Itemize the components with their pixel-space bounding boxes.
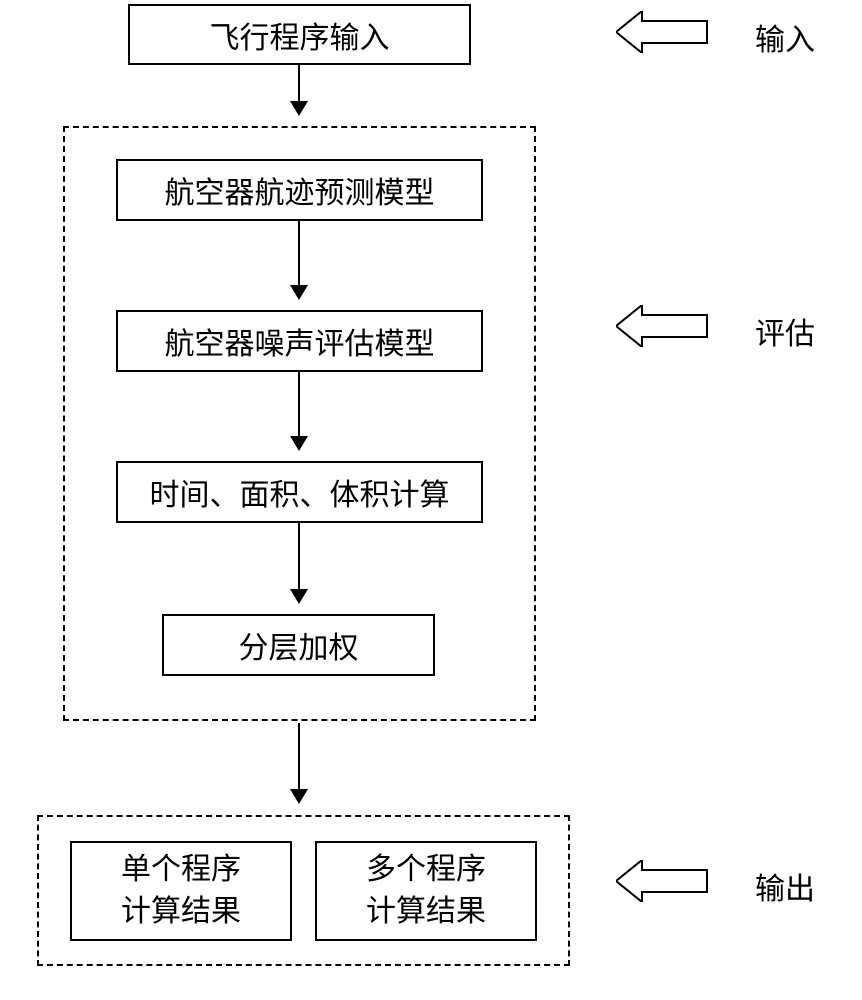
weight-box: 分层加权 [162,614,435,676]
side-label-input: 输入 [755,15,815,59]
weight-box-label: 分层加权 [239,623,359,667]
arrow-calc-to-weight [298,523,300,602]
block-arrow-input [616,11,709,53]
block-arrow-output [616,860,709,902]
input-box: 飞行程序输入 [128,4,471,65]
arrow-input-to-eval [298,65,300,114]
track-model-label: 航空器航迹预测模型 [165,168,435,212]
calc-box: 时间、面积、体积计算 [116,461,483,523]
block-arrow-eval [616,305,709,347]
arrow-track-to-noise [298,221,300,298]
single-result-line1: 单个程序 [121,849,241,891]
multi-result-line1: 多个程序 [366,849,486,891]
single-result-box: 单个程序 计算结果 [70,841,292,941]
noise-model-label: 航空器噪声评估模型 [165,319,435,363]
multi-result-line2: 计算结果 [366,891,486,933]
side-label-output: 输出 [755,864,815,908]
multi-result-box: 多个程序 计算结果 [315,841,537,941]
input-box-label: 飞行程序输入 [210,13,390,57]
noise-model-box: 航空器噪声评估模型 [116,310,483,372]
arrow-eval-to-output [298,723,300,802]
calc-box-label: 时间、面积、体积计算 [150,470,450,514]
single-result-line2: 计算结果 [121,891,241,933]
arrow-noise-to-calc [298,372,300,449]
side-label-eval: 评估 [755,309,815,353]
track-model-box: 航空器航迹预测模型 [116,159,483,221]
